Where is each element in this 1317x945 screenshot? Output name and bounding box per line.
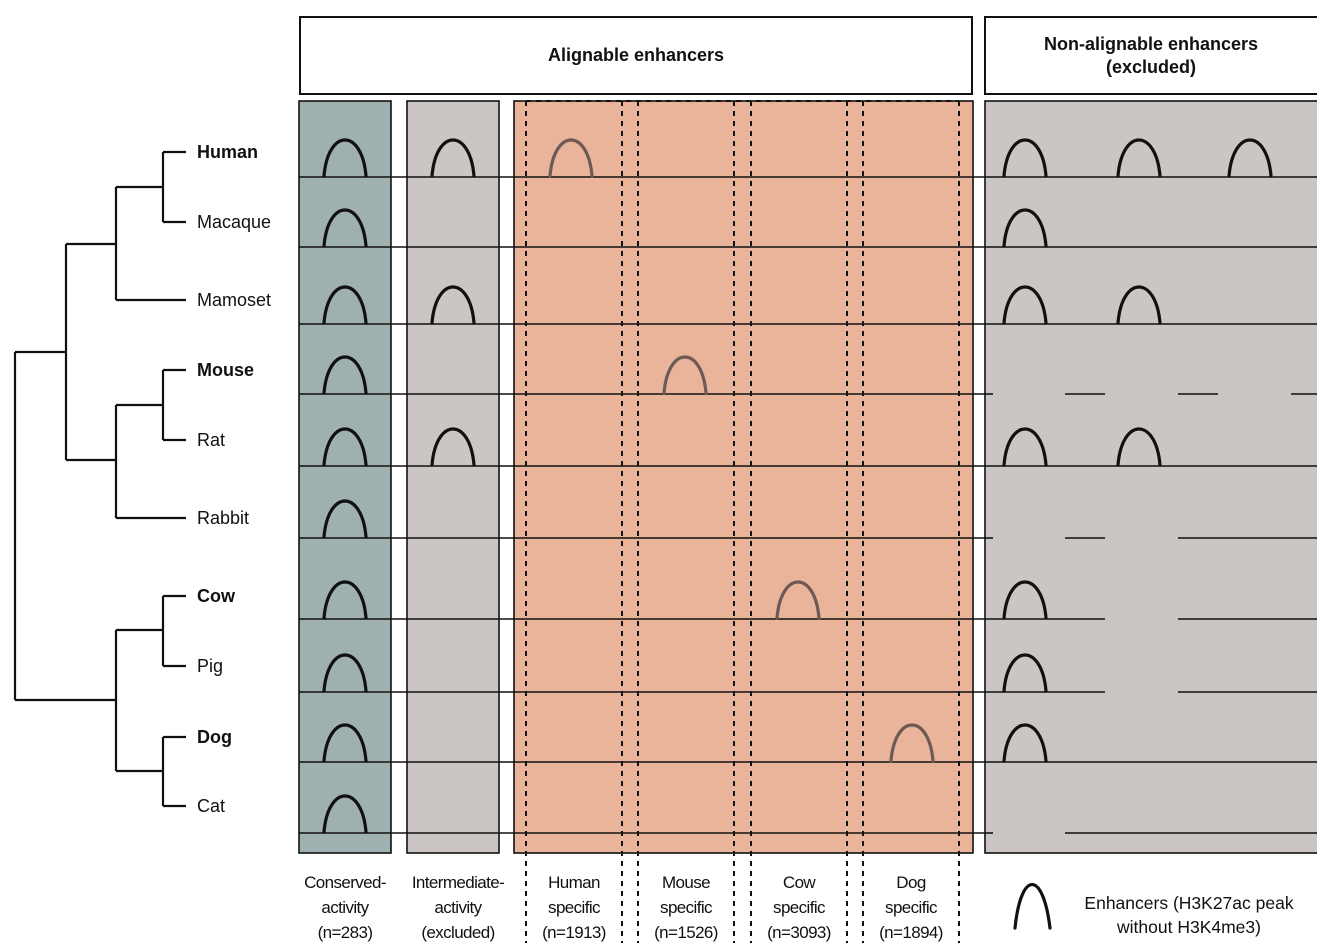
column-label-cow-specific: Cow specific (n=3093) <box>767 873 831 942</box>
enhancer-peak <box>322 653 368 693</box>
species-label-macaque: Macaque <box>197 212 272 232</box>
enhancer-peak <box>1002 208 1048 248</box>
enhancer-peak <box>1116 285 1162 325</box>
alignable-enhancers-header: Alignable enhancers <box>299 16 973 95</box>
peak-arch-icon <box>1013 882 1052 930</box>
alignable-enhancers-title: Alignable enhancers <box>547 45 725 65</box>
column-label-human-specific: Human specific (n=1913) <box>542 873 606 942</box>
non-alignable-enhancers-header: Non-alignable enhancers (excluded) <box>984 16 1317 95</box>
enhancer-peak <box>322 580 368 620</box>
species-label-pig: Pig <box>197 656 224 676</box>
enhancer-peak <box>430 285 476 325</box>
species-label-mamoset: Mamoset <box>197 290 272 310</box>
enhancer-peak <box>1227 138 1273 178</box>
species-specific-peak <box>548 138 594 178</box>
enhancer-peak <box>1002 427 1048 467</box>
legend-label: Enhancers (H3K27ac peak without H3K4me3) <box>1084 893 1294 937</box>
species-specific-peak <box>662 355 708 395</box>
enhancer-peak <box>1116 427 1162 467</box>
enhancer-peak <box>1002 580 1048 620</box>
enhancer-peak <box>322 723 368 763</box>
conserved-activity-column <box>298 100 392 854</box>
species-label-rabbit: Rabbit <box>197 508 250 528</box>
enhancer-peak <box>322 427 368 467</box>
enhancer-peak <box>322 285 368 325</box>
enhancer-peak <box>322 355 368 395</box>
enhancer-peak <box>322 208 368 248</box>
enhancer-peak <box>322 499 368 539</box>
column-label-conserved: Conserved- activity (n=283) <box>304 873 386 942</box>
enhancer-peak <box>1002 653 1048 693</box>
non-alignable-enhancers-title: Non-alignable enhancers (excluded) <box>1043 33 1259 77</box>
species-label-cat: Cat <box>197 796 226 816</box>
column-label-intermediate: Intermediate- activity (excluded) <box>411 873 505 942</box>
enhancer-peak <box>1002 138 1048 178</box>
enhancer-peak <box>322 794 368 834</box>
species-label-rat: Rat <box>197 430 226 450</box>
species-label-cow: Cow <box>197 586 235 606</box>
species-label-mouse: Mouse <box>197 360 255 380</box>
column-label-dog-specific: Dog specific (n=1894) <box>879 873 943 942</box>
enhancer-peak <box>430 427 476 467</box>
species-specific-block <box>513 100 974 854</box>
enhancer-peak <box>430 138 476 178</box>
species-label-human: Human <box>197 142 259 162</box>
species-specific-peak <box>775 580 821 620</box>
column-label-mouse-specific: Mouse specific (n=1526) <box>654 873 718 942</box>
enhancer-peak <box>1002 285 1048 325</box>
enhancer-peak <box>322 138 368 178</box>
species-label-dog: Dog <box>197 727 232 747</box>
enhancer-peak <box>1002 723 1048 763</box>
intermediate-activity-column <box>406 100 500 854</box>
species-specific-peak <box>889 723 935 763</box>
enhancer-peak <box>1116 138 1162 178</box>
